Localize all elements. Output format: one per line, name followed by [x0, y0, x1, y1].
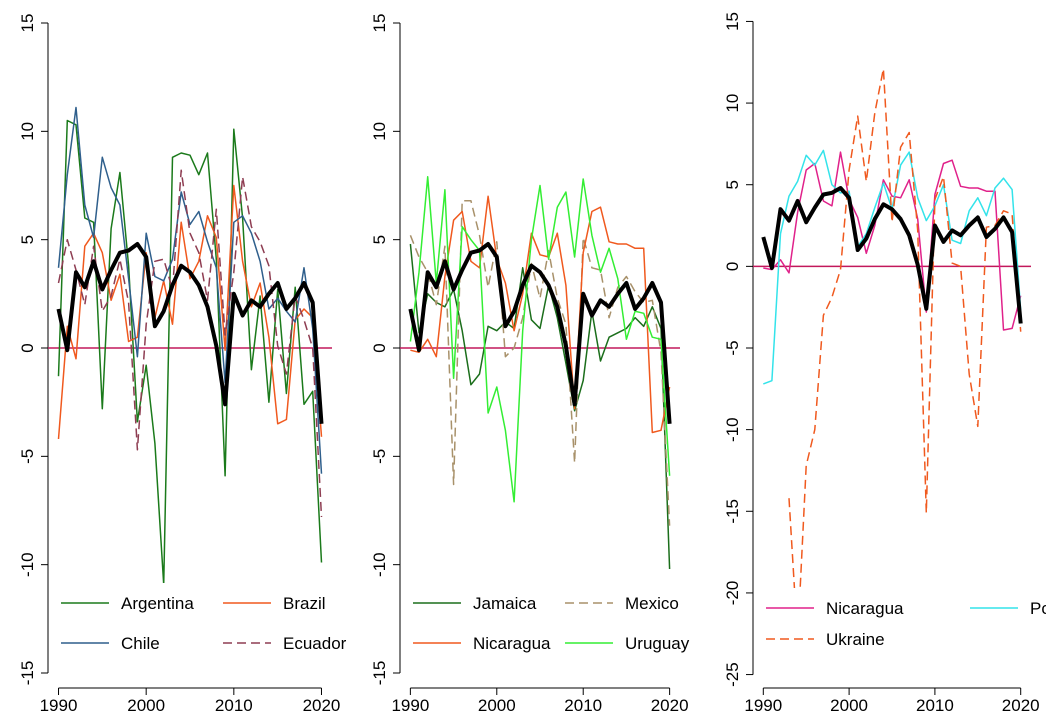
x-tick-label: 2000 [830, 696, 868, 715]
legend-label: Poland [1030, 599, 1046, 618]
x-tick-label: 2010 [215, 696, 253, 715]
series-line [410, 195, 671, 434]
y-tick-label: -15 [18, 661, 37, 686]
y-tick-label: 10 [370, 122, 389, 141]
legend-label: Nicaragua [473, 634, 551, 653]
y-tick-label: -20 [723, 581, 742, 606]
legend-label: Jamaica [473, 594, 537, 613]
series-line [763, 151, 1022, 331]
y-tick-label: 15 [370, 14, 389, 33]
series-line [57, 119, 323, 585]
legend-label: Chile [121, 634, 160, 653]
series-line [57, 184, 323, 440]
x-tick-label: 2000 [478, 696, 516, 715]
series-line [763, 149, 1022, 385]
series-line [409, 176, 671, 503]
x-tick-label: 2000 [127, 696, 165, 715]
x-tick-label: 1990 [744, 696, 782, 715]
y-tick-label: -15 [370, 661, 389, 686]
panel: -25 -20 -15 -10 -5 0 5 10 15 1990 2000 2010 2020 Nica… [723, 12, 1046, 715]
series-line [408, 242, 672, 424]
series-line [409, 199, 671, 526]
legend-label: Ecuador [283, 634, 347, 653]
x-tick-label: 1990 [40, 696, 78, 715]
y-tick-label: -5 [723, 340, 742, 355]
series-line [56, 242, 324, 424]
series-line [761, 186, 1023, 324]
legend-background [54, 583, 330, 659]
y-tick-label: -25 [723, 662, 742, 687]
y-tick-label: 0 [370, 343, 389, 352]
panel: -15 -10 -5 0 5 10 15 1990 2000 2010 2020 Argentina B… [18, 14, 347, 715]
x-tick-label: 1990 [391, 696, 429, 715]
y-tick-label: 5 [723, 180, 742, 189]
y-tick-label: -10 [18, 552, 37, 577]
x-tick-label: 2020 [1002, 696, 1040, 715]
y-tick-label: 0 [723, 262, 742, 271]
y-tick-label: 10 [18, 122, 37, 141]
y-tick-label: -10 [723, 417, 742, 442]
legend-label: Argentina [121, 594, 194, 613]
y-tick-label: -5 [18, 449, 37, 464]
y-tick-label: 15 [18, 14, 37, 33]
y-tick-label: -15 [723, 499, 742, 524]
x-tick-label: 2010 [916, 696, 954, 715]
y-tick-label: 5 [18, 235, 37, 244]
series-line [788, 68, 1022, 642]
legend-label: Uruguay [625, 634, 690, 653]
legend-label: Nicaragua [826, 599, 904, 618]
x-tick-label: 2010 [564, 696, 602, 715]
y-tick-label: 5 [370, 235, 389, 244]
series-line [57, 106, 323, 474]
y-tick-label: -5 [370, 449, 389, 464]
y-tick-label: 0 [18, 343, 37, 352]
legend-background [759, 588, 1029, 664]
y-tick-label: 10 [723, 94, 742, 113]
legend-background [406, 583, 678, 659]
legend-label: Brazil [283, 594, 326, 613]
x-tick-label: 2020 [651, 696, 689, 715]
y-tick-label: 15 [723, 12, 742, 31]
y-tick-label: -10 [370, 552, 389, 577]
series-line [57, 169, 323, 518]
legend-label: Mexico [625, 594, 679, 613]
x-tick-label: 2020 [303, 696, 341, 715]
panel: -15 -10 -5 0 5 10 15 1990 2000 2010 2020 Jamaica Mex… [370, 14, 690, 715]
legend-label: Ukraine [826, 630, 885, 649]
